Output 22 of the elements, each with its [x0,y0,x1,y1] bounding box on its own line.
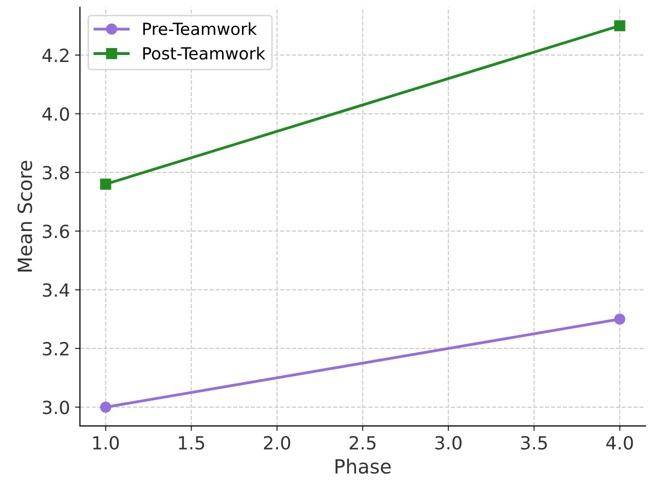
x-tick-label: 1.0 [93,436,119,450]
x-tick-label: 3.0 [435,436,462,450]
y-tick-label: 4.2 [42,48,68,62]
legend-label: Post-Teamwork [143,46,266,60]
point [614,314,626,325]
legend-label: Pre-Teamwork [143,22,257,36]
y-tick-label: 4.0 [42,107,70,121]
x-tick-label: 4.0 [606,436,633,450]
x-tick-label: 2.5 [350,436,376,450]
y-tick-label: 3.2 [42,342,68,356]
y-tick-label: 3.8 [42,166,69,180]
point [100,178,112,190]
x-tick-label: 3.5 [521,436,547,450]
point [100,402,112,413]
y-tick-label: 3.4 [42,283,70,297]
x-tick-label: 1.5 [178,436,204,450]
x-tick-label: 2.0 [264,436,290,450]
y-tick-label: 3.6 [42,224,70,238]
y-axis-title: Mean Score [17,160,32,272]
x-axis-title: Phase [336,458,391,474]
y-tick-label: 3.0 [42,400,70,414]
point [614,20,626,32]
